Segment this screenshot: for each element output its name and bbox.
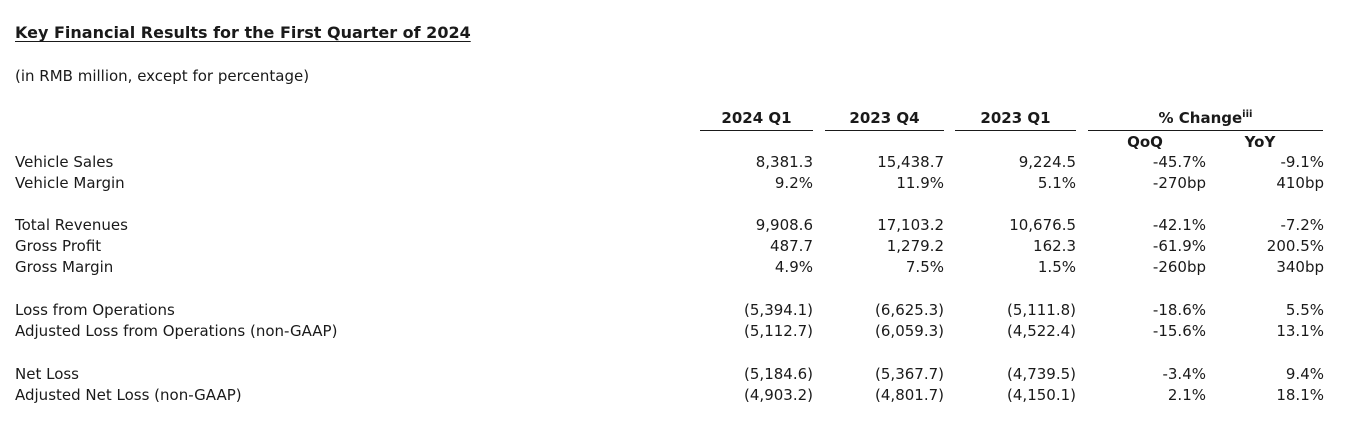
row-label: Vehicle Sales — [15, 153, 114, 171]
value-2024-q1: (5,394.1) — [744, 301, 813, 319]
value-2023-q4: (6,625.3) — [875, 301, 944, 319]
value-2023-q1: (4,150.1) — [1007, 386, 1076, 404]
value-yoy: 200.5% — [1266, 237, 1324, 255]
value-qoq: -42.1% — [1152, 216, 1206, 234]
footnote-marker: iii — [1242, 109, 1253, 120]
value-2023-q4: 17,103.2 — [877, 216, 944, 234]
row-label: Adjusted Loss from Operations (non-GAAP) — [15, 322, 338, 340]
value-2024-q1: 9,908.6 — [755, 216, 813, 234]
value-yoy: 5.5% — [1285, 301, 1324, 319]
table-row: Adjusted Net Loss (non-GAAP) (4,903.2) (4,… — [0, 386, 1345, 407]
value-2023-q1: (4,522.4) — [1007, 322, 1076, 340]
value-2023-q1: 162.3 — [1033, 237, 1076, 255]
value-yoy: 18.1% — [1276, 386, 1324, 404]
value-qoq: -18.6% — [1152, 301, 1206, 319]
table-row: Gross Profit 487.7 1,279.2 162.3 -61.9% 200.5… — [0, 237, 1345, 258]
value-yoy: -7.2% — [1280, 216, 1324, 234]
value-2023-q4: (4,801.7) — [875, 386, 944, 404]
value-qoq: 2.1% — [1167, 386, 1206, 404]
value-2023-q4: (6,059.3) — [875, 322, 944, 340]
row-label: Adjusted Net Loss (non-GAAP) — [15, 386, 242, 404]
column-header-2024-q1: 2024 Q1 — [700, 109, 813, 131]
value-qoq: -270bp — [1152, 174, 1206, 192]
value-2024-q1: 8,381.3 — [755, 153, 813, 171]
value-2023-q1: 1.5% — [1037, 258, 1076, 276]
value-yoy: 410bp — [1276, 174, 1324, 192]
value-2023-q1: 5.1% — [1037, 174, 1076, 192]
table-row: Total Revenues 9,908.6 17,103.2 10,676.5 -42… — [0, 216, 1345, 237]
column-header-2023-q1-label: 2023 Q1 — [980, 109, 1051, 127]
column-header-yoy: YoY — [1244, 133, 1276, 151]
row-label: Vehicle Margin — [15, 174, 125, 192]
value-2024-q1: 9.2% — [774, 174, 813, 192]
table-row: Adjusted Loss from Operations (non-GAAP)… — [0, 322, 1345, 343]
table-row: Net Loss (5,184.6) (5,367.7) (4,739.5) -3.4%… — [0, 365, 1345, 386]
value-2024-q1: (5,184.6) — [744, 365, 813, 383]
value-2023-q4: 15,438.7 — [877, 153, 944, 171]
value-2024-q1: 487.7 — [770, 237, 813, 255]
value-2023-q4: (5,367.7) — [875, 365, 944, 383]
column-header-2023-q1: 2023 Q1 — [955, 109, 1076, 131]
row-label: Loss from Operations — [15, 301, 175, 319]
table-row: Vehicle Sales 8,381.3 15,438.7 9,224.5 -45.7… — [0, 153, 1345, 174]
value-yoy: 13.1% — [1276, 322, 1324, 340]
column-header-qoq: QoQ — [1127, 133, 1163, 151]
value-2023-q4: 7.5% — [905, 258, 944, 276]
column-header-2023-q4-label: 2023 Q4 — [849, 109, 920, 127]
column-header-percent-change-label: % Change — [1158, 109, 1243, 127]
value-qoq: -3.4% — [1162, 365, 1206, 383]
row-label: Net Loss — [15, 365, 79, 383]
value-2023-q1: 10,676.5 — [1009, 216, 1076, 234]
column-header-percent-change: % Changeiii — [1088, 109, 1323, 131]
value-yoy: -9.1% — [1280, 153, 1324, 171]
row-label: Gross Margin — [15, 258, 114, 276]
column-header-2024-q1-label: 2024 Q1 — [721, 109, 792, 127]
column-header-2023-q4: 2023 Q4 — [825, 109, 944, 131]
value-2023-q1: (4,739.5) — [1007, 365, 1076, 383]
row-label: Gross Profit — [15, 237, 102, 255]
value-qoq: -61.9% — [1152, 237, 1206, 255]
value-yoy: 340bp — [1276, 258, 1324, 276]
row-label: Total Revenues — [15, 216, 128, 234]
value-qoq: -260bp — [1152, 258, 1206, 276]
value-2023-q4: 1,279.2 — [886, 237, 944, 255]
table-row: Gross Margin 4.9% 7.5% 1.5% -260bp 340bp — [0, 258, 1345, 279]
table-row: Loss from Operations (5,394.1) (6,625.3) (5… — [0, 301, 1345, 322]
report-title: Key Financial Results for the First Quar… — [15, 23, 471, 42]
value-qoq: -45.7% — [1152, 153, 1206, 171]
value-2024-q1: (4,903.2) — [744, 386, 813, 404]
value-2024-q1: (5,112.7) — [744, 322, 813, 340]
value-2023-q1: (5,111.8) — [1007, 301, 1076, 319]
value-qoq: -15.6% — [1152, 322, 1206, 340]
value-2023-q1: 9,224.5 — [1018, 153, 1076, 171]
table-row: Vehicle Margin 9.2% 11.9% 5.1% -270bp 410bp — [0, 174, 1345, 195]
value-2024-q1: 4.9% — [774, 258, 813, 276]
value-2023-q4: 11.9% — [896, 174, 944, 192]
value-yoy: 9.4% — [1285, 365, 1324, 383]
units-note: (in RMB million, except for percentage) — [15, 67, 310, 85]
